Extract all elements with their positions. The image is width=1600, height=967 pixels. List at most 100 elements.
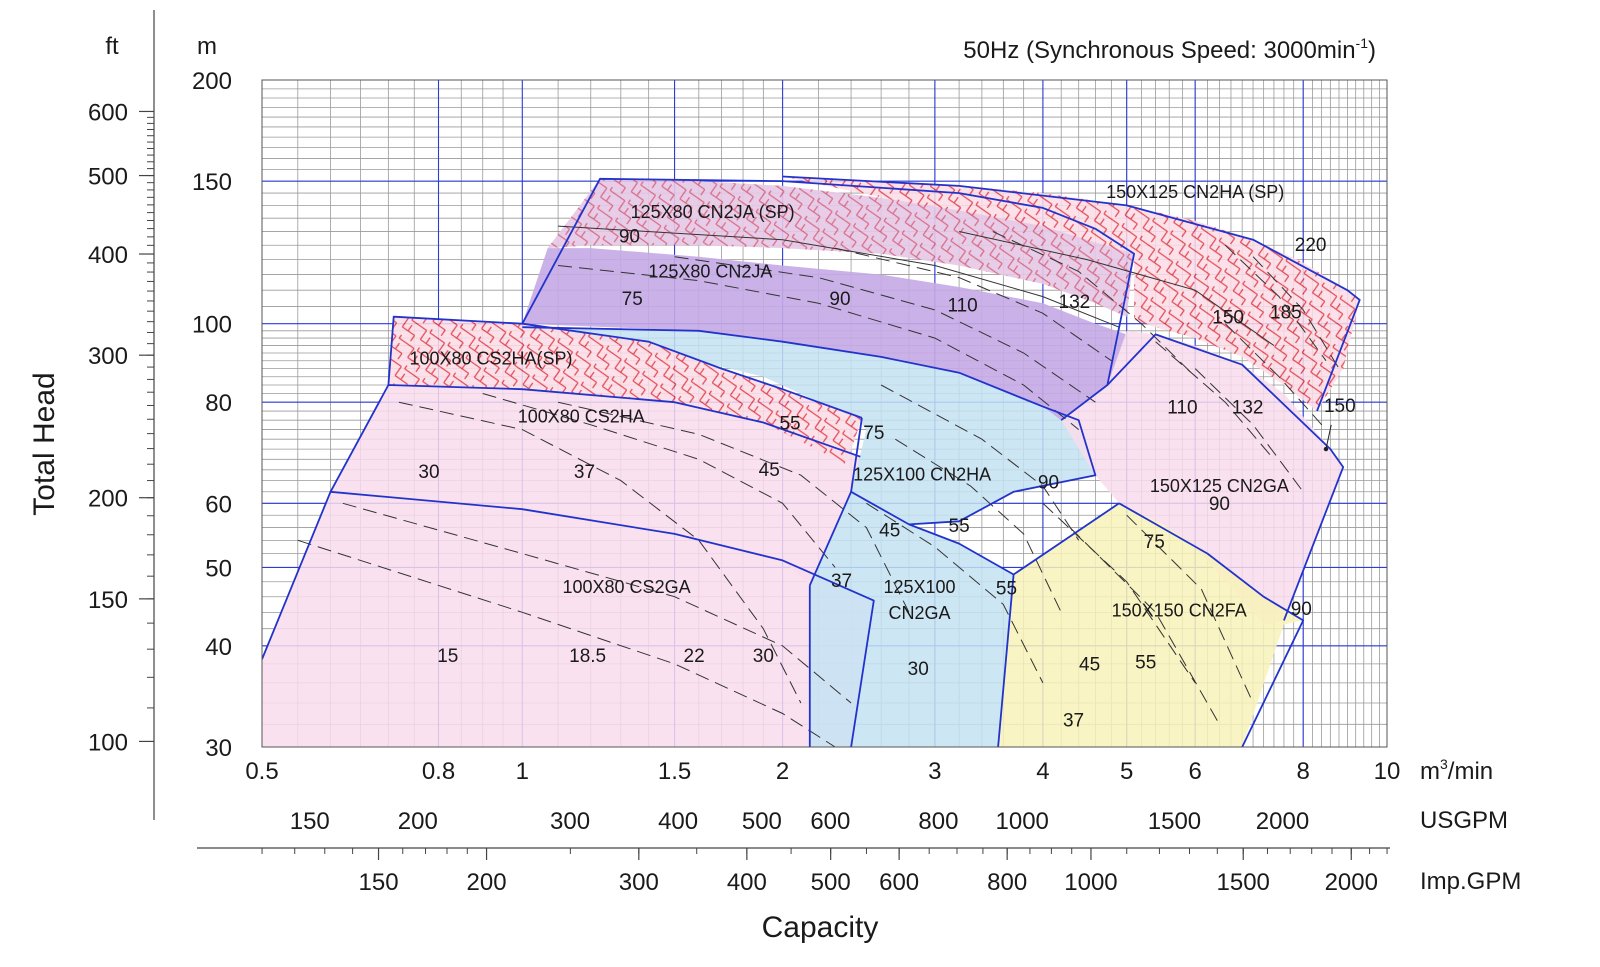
- region-boundary: [808, 490, 1015, 747]
- usgpm-tick-label: 500: [742, 808, 782, 835]
- usgpm-tick-label: 400: [658, 808, 698, 835]
- efficiency-curve: [674, 256, 1096, 403]
- kw-label: 75: [622, 289, 643, 310]
- efficiency-curve: [1155, 341, 1275, 460]
- reference-curve: [558, 225, 1120, 328]
- x-tick-label: 0.8: [422, 758, 455, 785]
- kw-label: 90: [829, 289, 850, 310]
- region-label-125x80-cn2ja-sp: 125X80 CN2JA (SP): [631, 202, 795, 222]
- region-boundary: [521, 177, 1135, 421]
- region-label-150x125-cn2ga: 150X125 CN2GA: [1150, 476, 1289, 496]
- efficiency-curve: [1194, 368, 1304, 493]
- region-125x80-cn2ja: [522, 248, 1127, 421]
- impgpm-tick-label: 400: [727, 869, 767, 896]
- kw-label: 15: [437, 646, 458, 667]
- impgpm-tick-label: 1500: [1217, 869, 1270, 896]
- kw-label: 37: [574, 462, 595, 483]
- region-boundary: [387, 315, 863, 419]
- region-100x80-cs2ha-sp: [388, 316, 862, 465]
- chart-labels: 100X80 CS2GA 100X80 CS2HA 100X80 CS2HA(SP)…: [409, 182, 1355, 732]
- efficiency-curve: [1224, 244, 1327, 361]
- kw-label: 22: [684, 646, 705, 667]
- kw-label: 30: [753, 646, 774, 667]
- region-label-150x125-cn2ha-sp: 150X125 CN2HA (SP): [1106, 182, 1284, 202]
- impgpm-tick-label: 600: [879, 869, 919, 896]
- region-boundary: [522, 326, 1097, 526]
- y-tick-label-ft: 200: [88, 486, 128, 513]
- kw-label: 75: [863, 423, 884, 444]
- region-label-100x80-cs2ha: 100X80 CS2HA: [518, 407, 645, 427]
- y-tick-label-m: 30: [205, 735, 232, 762]
- region-boundary: [850, 417, 863, 492]
- usgpm-tick-label: 600: [810, 808, 850, 835]
- efficiency-curve: [1224, 323, 1327, 430]
- reference-curve: [958, 231, 1275, 346]
- kw-label: 37: [831, 571, 852, 592]
- y-tick-label-ft: 400: [88, 242, 128, 269]
- y-tick-label-m: 150: [192, 169, 232, 196]
- efficiency-curve: [834, 247, 1112, 362]
- kw-label: 132: [1232, 397, 1264, 418]
- x-tick-label: 2: [776, 758, 789, 785]
- kw-label: 45: [879, 520, 900, 541]
- region-150x150-cn2fa: [998, 503, 1304, 747]
- kw-label: 18.5: [569, 646, 606, 667]
- efficiency-curve: [297, 539, 836, 747]
- y-tick-label-ft: 500: [88, 164, 128, 191]
- kw-label: 45: [1079, 654, 1100, 675]
- axes: 0.5 0.8 1 1.5 2 3 4 5 6 8 103040506080100150200100…: [88, 10, 1400, 896]
- usgpm-tick-label: 1000: [996, 808, 1049, 835]
- y-tick-label-m: 200: [192, 68, 232, 95]
- y-tick-label-m: 100: [192, 312, 232, 339]
- region-tint-cn2ja-sp: [547, 178, 1135, 317]
- region-150x125-cn2ga: [1061, 330, 1344, 625]
- kw-label: 185: [1270, 302, 1302, 323]
- operating-regions: [262, 176, 1360, 747]
- impgpm-tick-label: 200: [467, 869, 507, 896]
- region-label-150x150-cn2fa: 150X150 CN2FA: [1112, 600, 1247, 620]
- kw-label: 220: [1295, 235, 1327, 256]
- y-axis-label: Total Head: [28, 372, 61, 515]
- usgpm-tick-label: 800: [918, 808, 958, 835]
- kw-label: 132: [1059, 292, 1091, 313]
- usgpm-unit: USGPM: [1420, 807, 1508, 834]
- x-tick-label: 10: [1374, 758, 1401, 785]
- region-boundary: [782, 175, 1361, 412]
- y-tick-label-ft: 150: [88, 587, 128, 614]
- performance-curves: [262, 175, 1361, 747]
- impgpm-tick-label: 1000: [1064, 869, 1117, 896]
- kw-label: 150: [1324, 396, 1356, 417]
- kw-label: 110: [947, 296, 977, 317]
- efficiency-curve: [1252, 256, 1340, 369]
- impgpm-unit: Imp.GPM: [1420, 868, 1521, 895]
- region-125x80-cn2ja-sp: [547, 178, 1135, 317]
- kw-label: 90: [1209, 494, 1230, 515]
- x-tick-label: 6: [1188, 758, 1201, 785]
- y-unit-m: m: [197, 33, 217, 60]
- kw-label: 55: [996, 578, 1017, 599]
- region-label-125x100-cn2ga: 125X100 CN2GA: [883, 577, 955, 623]
- kw-label: 55: [949, 516, 970, 537]
- impgpm-tick-label: 500: [811, 869, 851, 896]
- y-tick-label-m: 50: [205, 555, 232, 582]
- usgpm-tick-label: 150: [290, 808, 330, 835]
- usgpm-tick-label: 2000: [1256, 808, 1309, 835]
- efficiency-curve: [880, 384, 1080, 541]
- impgpm-tick-label: 150: [359, 869, 399, 896]
- x-axis-label: Capacity: [762, 911, 879, 944]
- impgpm-tick-label: 2000: [1325, 869, 1378, 896]
- y-tick-label-ft: 600: [88, 99, 128, 126]
- x-tick-label: 8: [1297, 758, 1310, 785]
- region-100x80-cs2ga: [262, 491, 874, 747]
- kw-label: 75: [1144, 532, 1165, 553]
- efficiency-curve: [558, 265, 1080, 430]
- kw-label: 30: [418, 462, 439, 483]
- kw-label: 45: [759, 460, 780, 481]
- region-boundary: [1013, 502, 1120, 576]
- y-tick-label-m: 40: [205, 634, 232, 661]
- impgpm-tick-label: 300: [619, 869, 659, 896]
- region-150x125-cn2ha-sp: [782, 176, 1360, 412]
- kw-label: 110: [1167, 397, 1197, 418]
- kw-label: 37: [1063, 711, 1084, 732]
